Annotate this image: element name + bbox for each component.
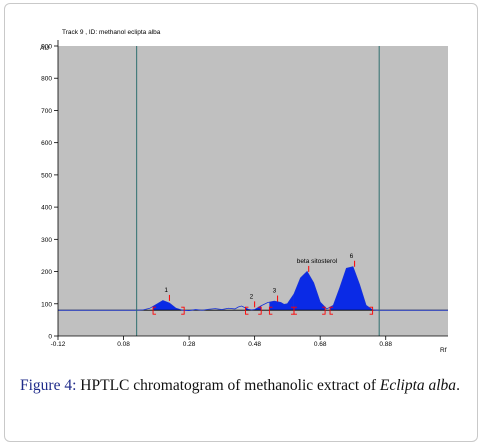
plot-area — [58, 46, 448, 336]
caption-end: . — [456, 377, 460, 394]
peak-area-4 — [293, 271, 326, 311]
x-tick-label: 0.28 — [183, 341, 196, 348]
y-tick-label: 300 — [41, 237, 52, 244]
y-tick-label: 100 — [41, 301, 52, 308]
peak-label-3: 3 — [273, 288, 277, 295]
caption-text: HPTLC chromatogram of methanolic extract… — [76, 377, 380, 394]
x-axis-label: Rf — [440, 347, 447, 354]
chart-marks: 1 2 3 beta sitosterol 6 — [58, 46, 448, 336]
y-tick-label: 800 — [41, 76, 52, 83]
x-tick-label: -0.12 — [51, 341, 66, 348]
bracket-marker — [322, 306, 326, 315]
x-tick-label: 0.48 — [248, 341, 261, 348]
peak-area-2 — [245, 305, 262, 311]
y-tick-label: 200 — [41, 269, 52, 276]
bracket-marker — [245, 306, 249, 315]
y-tick-label: 700 — [41, 108, 52, 115]
trace-line — [58, 266, 448, 311]
bracket-marker — [369, 306, 374, 315]
chart-title: Track 9 , ID: methanol eclipta alba — [62, 29, 161, 36]
y-tick-label: 400 — [41, 205, 52, 212]
x-tick-label: 0.08 — [117, 341, 130, 348]
y-tick-label: 900 — [41, 44, 52, 51]
x-tick-label: 0.68 — [314, 341, 327, 348]
figure-caption: Figure 4: HPTLC chromatogram of methanol… — [20, 375, 470, 396]
peak-area-1 — [153, 300, 185, 311]
caption-label: Figure 4: — [20, 377, 77, 394]
peak-area-3 — [269, 294, 294, 311]
x-ticks: -0.12 0.08 0.28 0.48 0.68 0.88 — [51, 336, 392, 348]
bracket-marker — [268, 306, 273, 315]
y-tick-label: 500 — [41, 172, 52, 179]
peak-area-5 — [330, 266, 373, 311]
peak-label-4: beta sitosterol — [297, 258, 338, 265]
x-tick-label: 0.88 — [379, 341, 392, 348]
bracket-marker — [258, 306, 262, 315]
caption-species: Eclipta alba — [379, 377, 457, 394]
peak-label-1: 1 — [164, 287, 168, 294]
bracket-marker — [181, 306, 185, 315]
hptlc-chart: Track 9 , ID: methanol eclipta alba AU R… — [40, 29, 448, 354]
bracket-marker — [152, 306, 157, 315]
peak-label-2: 2 — [250, 293, 254, 300]
bracket-marker — [329, 306, 334, 315]
y-tick-label: 600 — [41, 140, 52, 147]
y-tick-label: 0 — [48, 334, 52, 341]
peak-label-5: 6 — [350, 253, 354, 260]
bracket-marker — [293, 306, 297, 315]
y-axis-label: AU — [40, 45, 49, 52]
y-ticks: 0 100 200 300 400 500 600 700 800 900 — [41, 44, 58, 341]
